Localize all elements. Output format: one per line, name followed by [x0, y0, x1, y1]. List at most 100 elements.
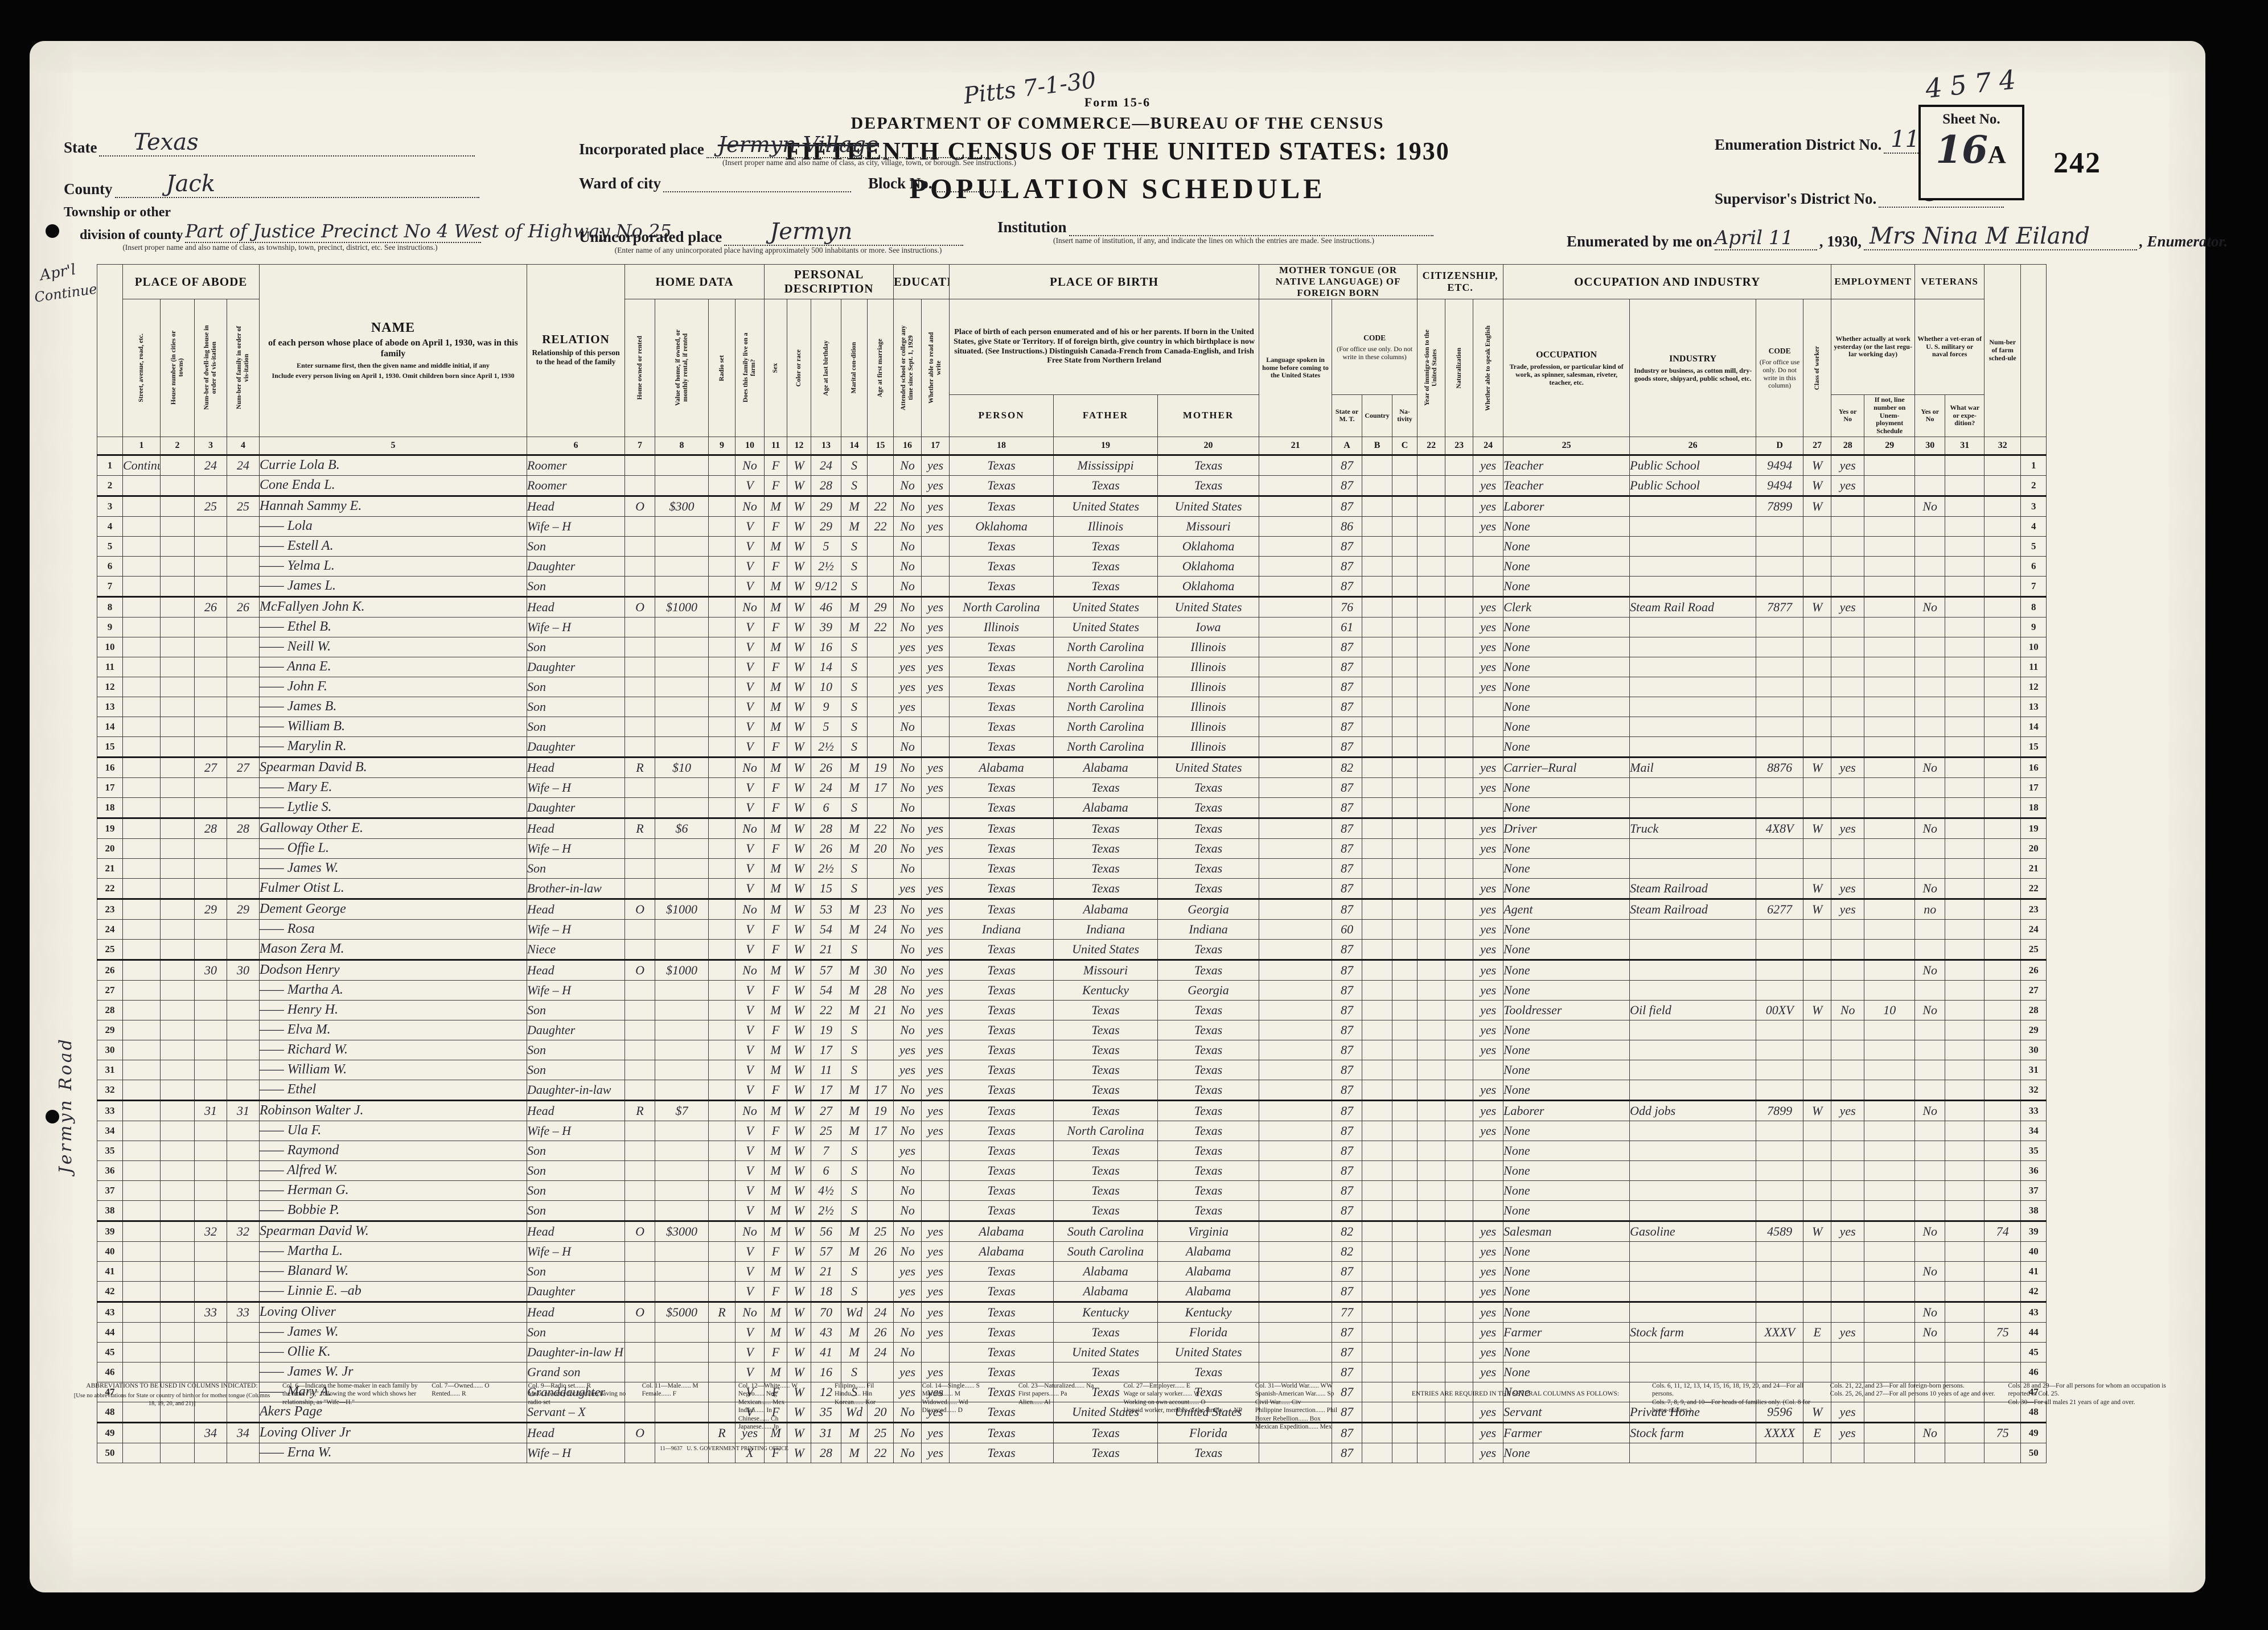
cell-unemp: [1864, 595, 1916, 618]
column-number-28: 28: [1831, 436, 1865, 455]
cell-war: [1945, 636, 1985, 657]
cell-war: [1945, 516, 1985, 537]
cell-occ: None: [1503, 919, 1630, 940]
cell-street: [122, 939, 161, 960]
cell-fam: [226, 716, 260, 737]
cell-lang: [1259, 1140, 1333, 1161]
census-table: PLACE OF ABODE NAME of each person whose…: [97, 264, 2047, 1463]
cell-val: [655, 676, 709, 697]
cell-emp: No: [1831, 999, 1865, 1020]
cell-agem: [867, 676, 894, 697]
cell-nat: [1445, 555, 1474, 577]
cell-pm: Virginia: [1157, 1220, 1260, 1242]
group-place-of-abode: PLACE OF ABODE: [122, 264, 260, 299]
cell-agem: 25: [867, 1421, 894, 1443]
cell-rln: 31: [2020, 1059, 2047, 1080]
cell-rw: yes: [921, 958, 950, 981]
cell-ind: [1629, 536, 1757, 557]
cell-emp: [1831, 1241, 1865, 1262]
cell-agem: 30: [867, 958, 894, 981]
cell-agem: 29: [867, 595, 894, 618]
cell-name: —— Marylin R.: [259, 736, 528, 758]
cell-age: 26: [811, 838, 842, 859]
cell-war: [1945, 939, 1985, 960]
cell-sex: F: [764, 454, 788, 476]
cell-sex: M: [764, 1180, 788, 1201]
cell-agem: 17: [867, 1120, 894, 1141]
cell-cB: [1362, 919, 1393, 940]
cell-yr: [1417, 1099, 1446, 1121]
cell-yr: [1417, 1361, 1446, 1382]
county-value: Jack: [166, 171, 216, 197]
cell-ind: [1629, 1300, 1757, 1323]
cell-cls: W: [1803, 495, 1832, 517]
cell-sch: No: [893, 979, 922, 1001]
cell-race: W: [787, 495, 812, 517]
cell-race: W: [787, 475, 812, 496]
cell-cD: [1756, 1341, 1804, 1363]
cell-emp: [1831, 616, 1865, 637]
cell-yr: [1417, 1281, 1446, 1302]
group-home-data: HOME DATA: [624, 264, 765, 299]
cell-race: W: [787, 1442, 812, 1463]
cell-own: [624, 797, 656, 818]
col-street: Street, avenue, road, etc.: [122, 299, 161, 437]
cell-pf: Texas: [1053, 555, 1158, 577]
cell-war: [1945, 696, 1985, 717]
cell-fam: [226, 1039, 260, 1060]
cell-rad: [708, 1019, 736, 1040]
cell-age: 2½: [811, 555, 842, 577]
cell-agem: [867, 656, 894, 677]
cell-race: W: [787, 1300, 812, 1323]
cell-dw: [194, 716, 227, 737]
cell-rw: yes: [921, 475, 950, 496]
cell-farm: V: [735, 536, 765, 557]
cell-rad: [708, 898, 736, 920]
cell-cD: [1756, 1039, 1804, 1060]
cell-unemp: [1864, 1079, 1916, 1101]
cell-war: [1945, 676, 1985, 697]
cell-vet: No: [1914, 756, 1946, 778]
cell-farm: V: [735, 676, 765, 697]
cell-ind: [1629, 858, 1757, 879]
census-row-21: 21 —— James W. Son V M W 2½ S No Texas Texas Texas 8…: [97, 858, 2047, 879]
cell-ind: Steam Rail Road: [1629, 595, 1757, 618]
cell-mar: M: [841, 1341, 868, 1363]
cell-house: [160, 1401, 195, 1423]
cell-ind: [1629, 656, 1757, 677]
cell-sex: F: [764, 1120, 788, 1141]
cell-rw: yes: [921, 756, 950, 778]
cell-sex: M: [764, 1261, 788, 1282]
cell-street: [122, 817, 161, 839]
cell-pb: Texas: [949, 1180, 1054, 1201]
cell-farm: V: [735, 656, 765, 677]
column-number-B: B: [1362, 436, 1393, 455]
cell-fam: [226, 636, 260, 657]
cell-nat: [1445, 616, 1474, 637]
cell-cC: [1392, 636, 1418, 657]
cell-pm: Texas: [1157, 858, 1260, 879]
cell-rel: Daughter-in-law: [527, 1079, 626, 1101]
cell-unemp: [1864, 838, 1916, 859]
group-place-of-birth: PLACE OF BIRTH: [949, 264, 1260, 299]
census-table-wrap: PLACE OF ABODE NAME of each person whose…: [97, 264, 2047, 1463]
cell-eng: yes: [1473, 1341, 1504, 1363]
cell-cB: [1362, 555, 1393, 577]
unincorporated-note: (Enter name of any unincorporated place …: [614, 246, 942, 254]
cell-race: W: [787, 1421, 812, 1443]
cell-own: O: [624, 495, 656, 517]
cell-name: Dodson Henry: [259, 958, 528, 981]
cell-unemp: [1864, 1341, 1916, 1363]
cell-house: [160, 1019, 195, 1040]
cell-rln: 22: [2020, 878, 2047, 899]
cell-age: 28: [811, 1442, 842, 1463]
col-veteran-yesno: Yes or No: [1914, 394, 1946, 437]
cell-emp: [1831, 1361, 1865, 1382]
cell-house: [160, 716, 195, 737]
cell-lang: [1259, 454, 1333, 476]
cell-dw: [194, 777, 227, 798]
entries-col: Cols. 21, 22, and 23—For all foreign-bor…: [1830, 1382, 1995, 1398]
cell-val: [655, 1120, 709, 1141]
cell-val: [655, 575, 709, 597]
